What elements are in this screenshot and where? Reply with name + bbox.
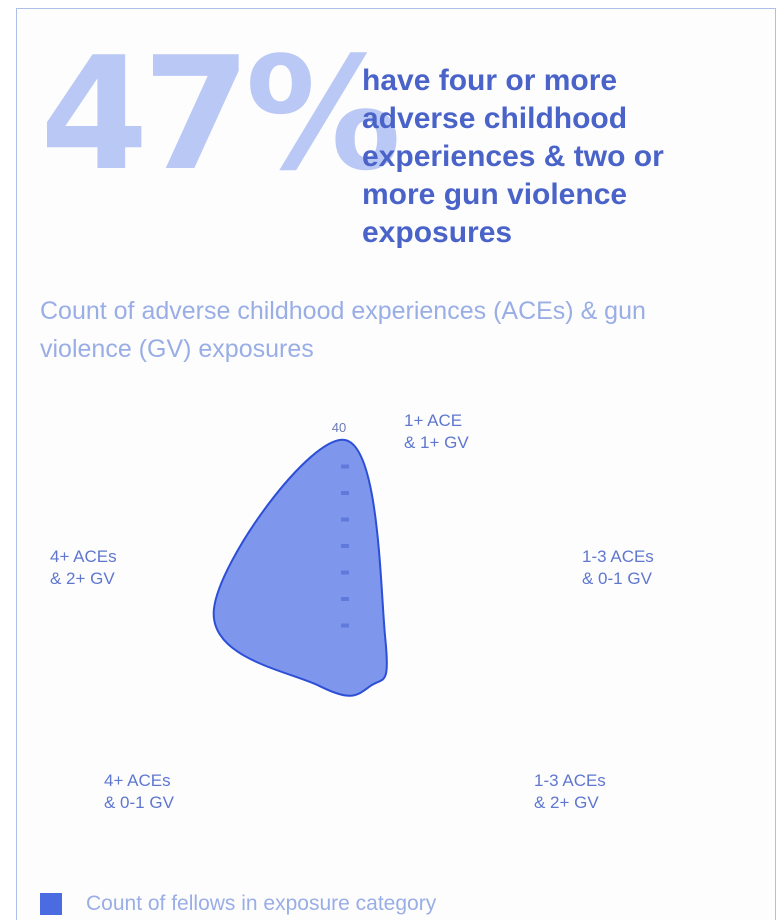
chart-legend: Count of fellows in exposure category	[40, 892, 436, 916]
axis-label-line: & 1+ GV	[404, 433, 469, 452]
axis-label-line: & 0-1 GV	[582, 569, 652, 588]
legend-swatch	[40, 893, 62, 915]
axis-tick-label-max: 40	[332, 420, 346, 435]
headline-stat: 47%	[40, 23, 401, 205]
axis-label-4plus-aces-2plus-gv: 4+ ACEs & 2+ GV	[50, 546, 210, 590]
axis-label-line: 1+ ACE	[404, 411, 463, 430]
axis-tick-35	[341, 464, 349, 469]
axis-label-4plus-aces-0-1-gv: 4+ ACEs & 0-1 GV	[104, 770, 264, 814]
legend-label: Count of fellows in exposure category	[86, 892, 437, 915]
axis-label-1-3-aces-0-1-gv: 1-3 ACEs & 0-1 GV	[582, 546, 742, 590]
axis-label-line: & 2+ GV	[50, 569, 115, 588]
axis-label-1plus-ace-1plus-gv: 1+ ACE & 1+ GV	[404, 410, 564, 454]
chart-title: Count of adverse childhood experiences (…	[40, 297, 646, 363]
axis-tick-20	[341, 544, 349, 548]
axis-label-line: 1-3 ACEs	[582, 547, 654, 566]
axis-label-line: 4+ ACEs	[50, 547, 117, 566]
axis-tick-30	[341, 491, 349, 495]
axis-label-line: 4+ ACEs	[104, 771, 171, 790]
axis-tick-10	[341, 597, 349, 601]
axis-tick-5	[341, 623, 349, 628]
series-area	[212, 438, 388, 697]
axis-label-line: & 0-1 GV	[104, 793, 174, 812]
axis-tick-15	[341, 570, 349, 575]
axis-label-line: 1-3 ACEs	[534, 771, 606, 790]
axis-tick-25	[341, 517, 349, 522]
axis-label-line: & 2+ GV	[534, 793, 599, 812]
headline-description: have four or more adverse childhood expe…	[362, 64, 664, 249]
axis-label-1-3-aces-2plus-gv: 1-3 ACEs & 2+ GV	[534, 770, 694, 814]
infographic-frame	[16, 8, 776, 920]
